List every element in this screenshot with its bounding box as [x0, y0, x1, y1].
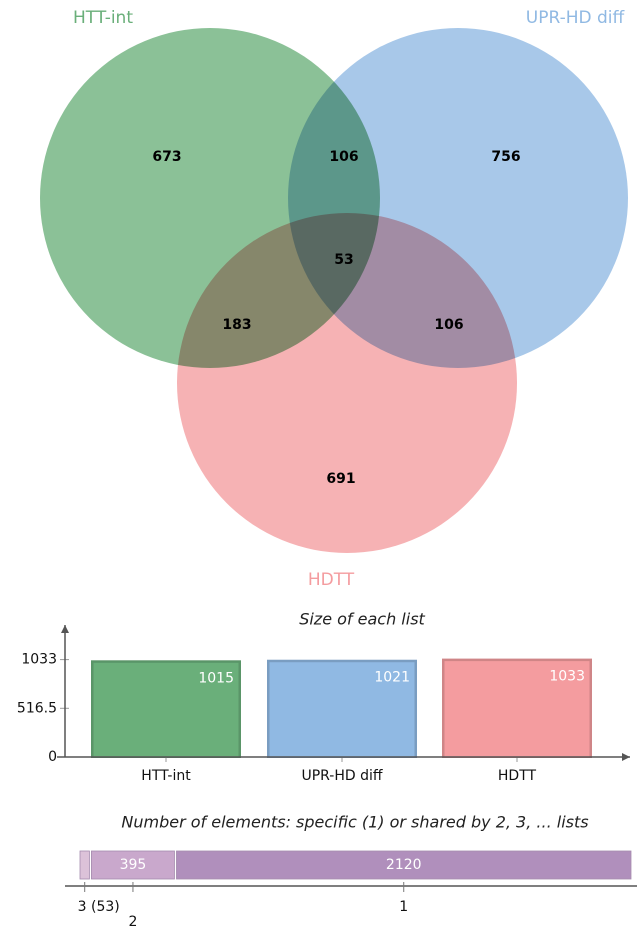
y-tick-label: 516.5 [17, 700, 57, 716]
chart-title: Number of elements: specific (1) or shar… [121, 813, 588, 832]
y-arrow [61, 625, 69, 633]
region-count: 106 [329, 149, 358, 165]
x-tick-label: HTT-int [141, 768, 191, 784]
value-label: 2120 [386, 857, 422, 873]
value-label: 1015 [198, 670, 234, 686]
segment [176, 850, 632, 880]
value-label: 395 [120, 857, 147, 873]
value-label: 1021 [374, 670, 410, 686]
set-label: HTT-int [73, 8, 133, 28]
x-tick-label: 1 [399, 899, 408, 915]
bar-fill [93, 662, 239, 757]
region-count: 691 [326, 471, 355, 487]
y-tick-label: 1033 [21, 652, 57, 668]
x-arrow [622, 753, 630, 761]
x-tick-label: HDTT [498, 768, 537, 784]
value-label: 1033 [549, 669, 585, 685]
set-circle [177, 213, 517, 553]
segment [91, 850, 175, 880]
x-tick-label: 3 (53) [78, 899, 120, 915]
region-count: 756 [491, 149, 520, 165]
chart-title: Size of each list [299, 610, 425, 629]
y-tick-label: 0 [48, 749, 57, 765]
region-count: 673 [152, 149, 181, 165]
x-tick-label: 2 [128, 914, 137, 930]
bar-fill [269, 662, 415, 757]
region-count: 53 [334, 252, 353, 268]
set-label: UPR-HD diff [526, 8, 626, 28]
region-count: 106 [434, 317, 463, 333]
segment [79, 850, 90, 880]
bar-fill [444, 661, 590, 757]
set-label: HDTT [308, 570, 355, 590]
region-count: 183 [222, 317, 251, 333]
x-tick-label: UPR-HD diff [301, 768, 382, 784]
